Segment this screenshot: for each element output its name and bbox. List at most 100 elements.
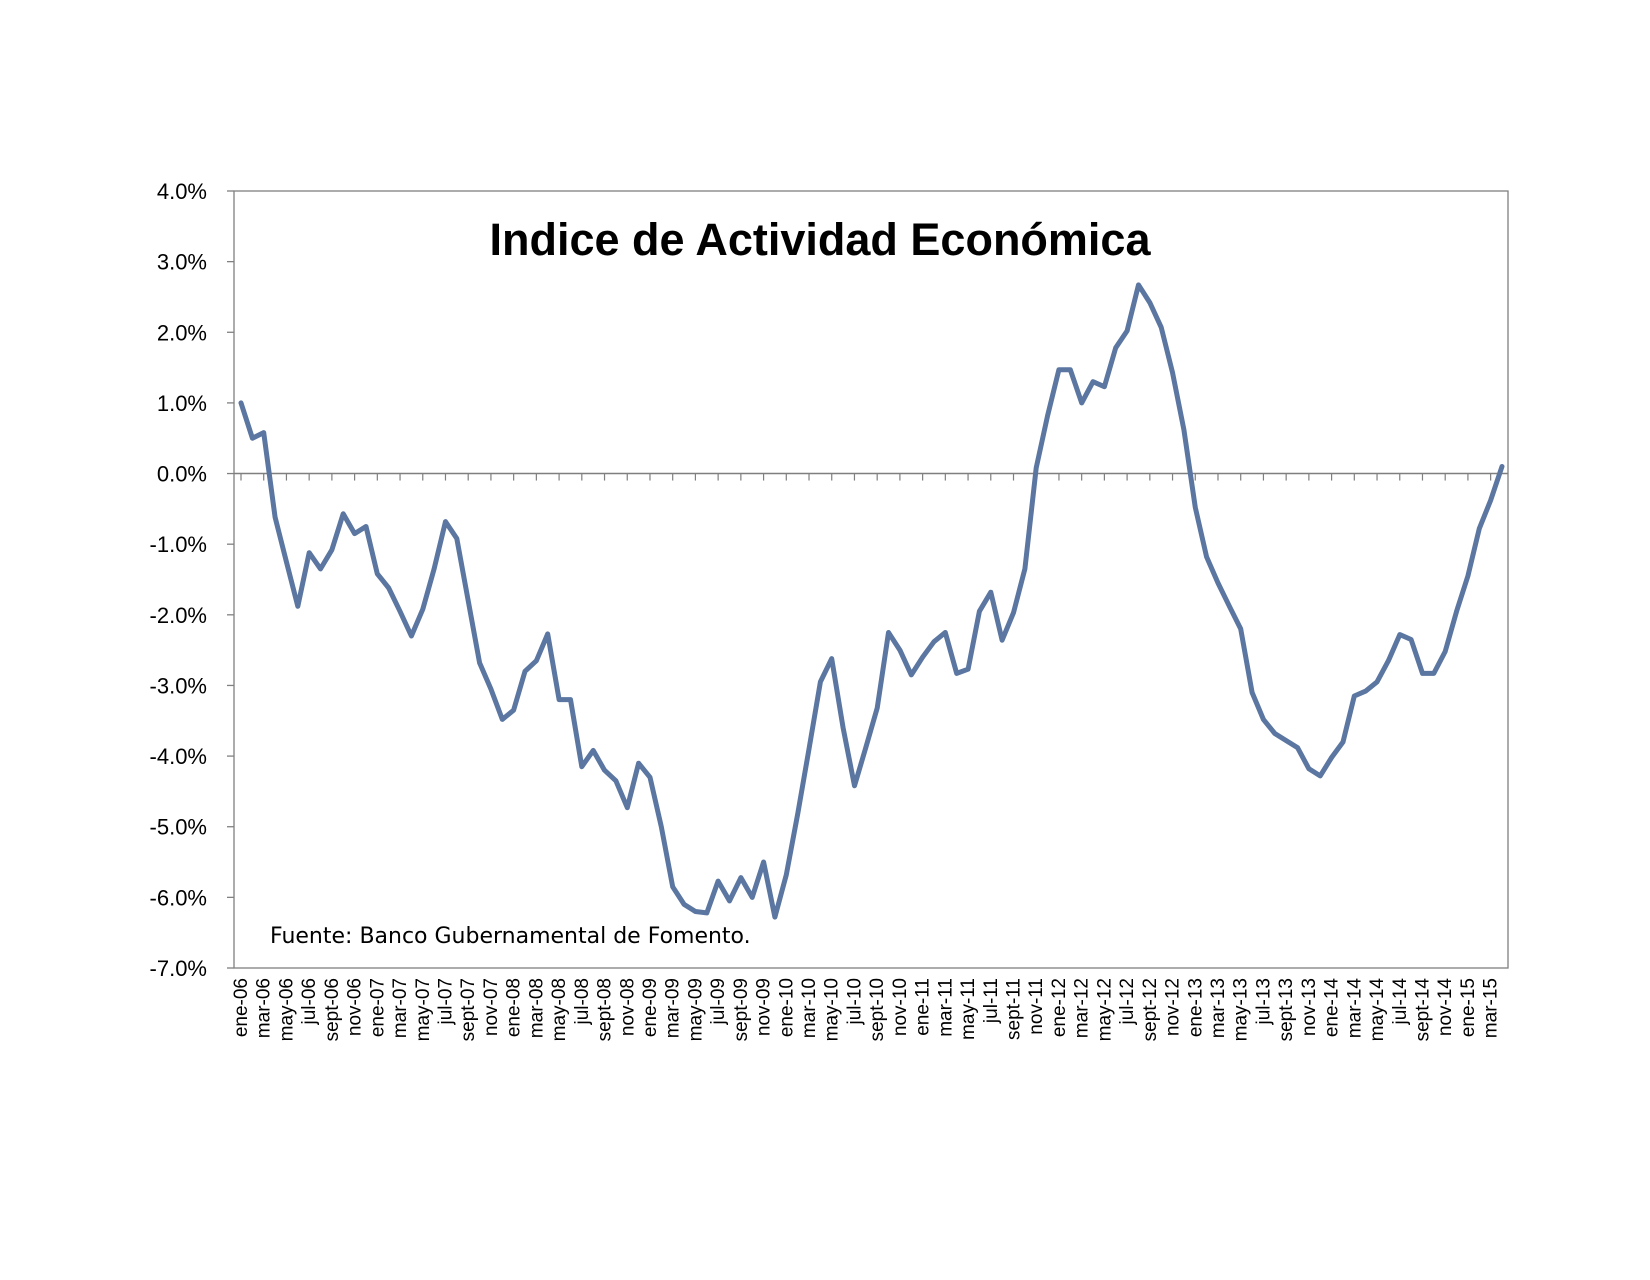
x-tick-label: mar-06: [254, 978, 275, 1038]
data-point: [306, 550, 312, 555]
x-tick-label: jul-12: [1117, 978, 1138, 1025]
data-point: [1022, 566, 1028, 572]
data-point: [1477, 526, 1482, 531]
data-point: [1181, 427, 1187, 432]
x-tick-label: mar-12: [1072, 978, 1093, 1038]
y-tick-label: -4.0%: [150, 744, 207, 769]
data-point: [965, 667, 971, 672]
data-point: [1011, 610, 1016, 615]
x-tick-label: ene-14: [1322, 978, 1343, 1038]
data-point: [840, 725, 846, 731]
data-point: [1079, 400, 1084, 406]
data-point: [636, 760, 641, 766]
data-point: [488, 686, 494, 692]
chart-title: Indice de Actividad Económica: [489, 214, 1151, 265]
data-point: [522, 669, 528, 674]
data-point: [874, 705, 880, 711]
data-point: [1363, 688, 1368, 694]
data-point: [272, 515, 278, 520]
data-point: [1499, 464, 1505, 469]
plot-area-frame: [233, 190, 1509, 969]
x-tick-label: may-06: [276, 978, 297, 1041]
data-point: [999, 638, 1005, 643]
x-tick-label: may-09: [685, 978, 706, 1041]
data-point: [238, 400, 244, 406]
data-point: [1431, 671, 1437, 676]
data-point: [704, 910, 709, 916]
data-point: [420, 606, 425, 612]
data-point: [1102, 384, 1107, 389]
data-point: [1045, 413, 1050, 418]
data-point: [931, 639, 937, 644]
y-tick-label: -7.0%: [150, 956, 207, 981]
data-point: [1340, 739, 1346, 745]
data-point: [920, 655, 925, 660]
x-tick-label: may-07: [413, 978, 434, 1041]
data-point: [1272, 731, 1277, 736]
data-point: [1170, 370, 1175, 375]
data-point: [738, 875, 744, 880]
data-point: [1056, 367, 1062, 372]
data-point: [1034, 465, 1039, 471]
data-point: [659, 824, 664, 829]
data-point: [295, 604, 301, 609]
data-point: [1306, 766, 1312, 772]
x-tick-label: nov-14: [1435, 978, 1456, 1037]
data-point: [670, 884, 675, 889]
data-point: [693, 909, 698, 914]
data-point: [1318, 773, 1323, 779]
data-point: [784, 872, 789, 877]
y-tick-label: 1.0%: [157, 391, 207, 416]
x-tick-label: sept-13: [1276, 978, 1297, 1041]
x-tick-label: ene-12: [1049, 978, 1070, 1037]
x-tick-label: sept-12: [1140, 978, 1161, 1041]
x-tick-label: nov-08: [617, 978, 638, 1036]
x-tick-label: ene-06: [231, 978, 252, 1037]
data-point: [1147, 300, 1153, 305]
data-point: [1136, 282, 1141, 288]
x-axis: ene-06 mar-06 may-06 jul-06 sept-06 nov-06 ene…: [231, 978, 1502, 1042]
data-point: [602, 768, 607, 773]
x-tick-label: mar-13: [1208, 978, 1229, 1038]
data-point: [284, 559, 289, 565]
x-tick-label: mar-11: [935, 978, 956, 1037]
data-point: [1227, 604, 1232, 609]
data-point: [1442, 649, 1448, 654]
data-point: [715, 878, 721, 884]
x-tick-label: mar-10: [799, 978, 820, 1038]
data-point: [761, 859, 766, 865]
data-point: [443, 519, 448, 524]
x-tick-label: sept-08: [595, 978, 616, 1041]
data-point: [1408, 637, 1414, 642]
data-point: [431, 566, 437, 572]
data-point: [545, 631, 550, 637]
data-point: [579, 764, 585, 769]
x-tick-label: nov-12: [1163, 978, 1184, 1036]
zero-line-ticks: [240, 473, 1492, 481]
data-point: [977, 609, 982, 614]
x-tick-label: sept-07: [458, 978, 479, 1041]
y-tick-label: 2.0%: [157, 320, 207, 345]
data-point: [375, 571, 380, 577]
data-point: [341, 511, 346, 517]
data-point: [863, 745, 869, 750]
data-point: [818, 679, 823, 685]
x-tick-label: nov-07: [481, 978, 502, 1036]
data-point: [1090, 379, 1096, 384]
x-tick-label: jul-13: [1253, 978, 1274, 1025]
data-point: [954, 671, 959, 676]
x-tick-label: may-10: [822, 978, 843, 1041]
data-point: [1352, 693, 1357, 699]
y-tick-label: -3.0%: [150, 673, 207, 698]
data-point: [886, 630, 891, 635]
data-point: [1465, 573, 1471, 579]
x-tick-label: mar-14: [1344, 978, 1365, 1039]
data-point: [534, 658, 539, 663]
y-tick-label: -6.0%: [150, 885, 207, 910]
data-point: [1193, 505, 1198, 510]
data-point: [1283, 738, 1289, 743]
x-tick-label: nov-11: [1026, 978, 1047, 1035]
data-point: [1215, 580, 1221, 586]
